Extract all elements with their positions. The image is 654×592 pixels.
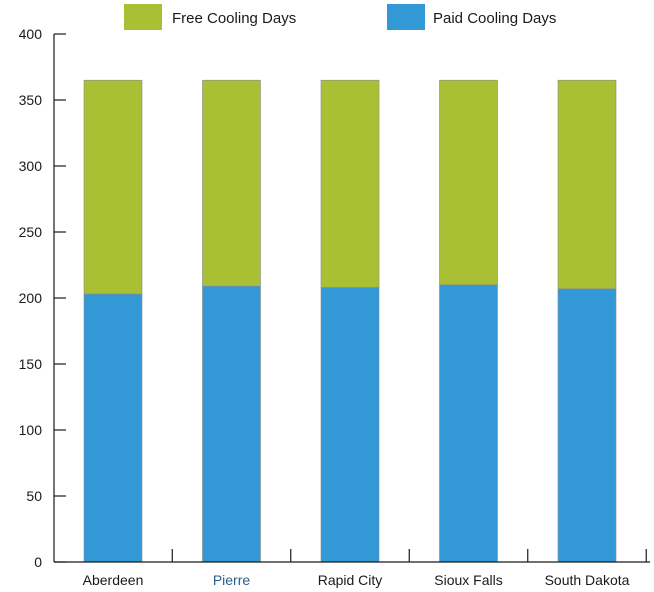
y-tick-label: 100 — [19, 422, 43, 438]
bar-free-cooling-days-pierre — [202, 79, 261, 287]
bars — [83, 79, 617, 563]
legend-label-free-cooling-days: Free Cooling Days — [172, 10, 296, 27]
legend-swatch-free-cooling-days — [124, 4, 162, 30]
x-axis: Aberdeen Pierre Rapid City Sioux Falls South… — [54, 549, 650, 588]
y-tick-label: 400 — [19, 26, 43, 42]
bar-free-cooling-days-rapid-city — [320, 79, 380, 288]
y-tick-label: 0 — [34, 554, 42, 570]
chart-legend: Free Cooling Days Paid Cooling Days — [124, 4, 556, 30]
y-tick-label: 150 — [19, 356, 43, 372]
bar-free-cooling-days-south-dakota — [557, 79, 617, 290]
x-tick-label-sioux-falls: Sioux Falls — [434, 572, 502, 588]
bar-free-cooling-days-aberdeen — [83, 79, 143, 295]
y-tick-label: 200 — [19, 290, 43, 306]
legend-label-paid-cooling-days: Paid Cooling Days — [433, 10, 556, 27]
bar-paid-cooling-days-aberdeen — [83, 293, 143, 563]
y-axis: 0 50 100 150 200 250 300 350 400 — [19, 26, 66, 570]
bar-paid-cooling-days-rapid-city — [320, 287, 380, 563]
legend-swatch-paid-cooling-days — [387, 4, 425, 30]
y-tick-label: 50 — [26, 488, 42, 504]
y-tick-label: 300 — [19, 158, 43, 174]
x-tick-label-pierre: Pierre — [213, 572, 251, 588]
x-tick-label-rapid-city: Rapid City — [318, 572, 383, 588]
y-tick-label: 250 — [19, 224, 43, 240]
x-tick-label-aberdeen: Aberdeen — [83, 572, 144, 588]
x-tick-label-south-dakota: South Dakota — [545, 572, 630, 588]
bar-paid-cooling-days-pierre — [202, 285, 261, 563]
bar-free-cooling-days-sioux-falls — [439, 79, 498, 286]
bar-paid-cooling-days-south-dakota — [557, 288, 617, 563]
y-tick-label: 350 — [19, 92, 43, 108]
bar-paid-cooling-days-sioux-falls — [439, 284, 498, 563]
